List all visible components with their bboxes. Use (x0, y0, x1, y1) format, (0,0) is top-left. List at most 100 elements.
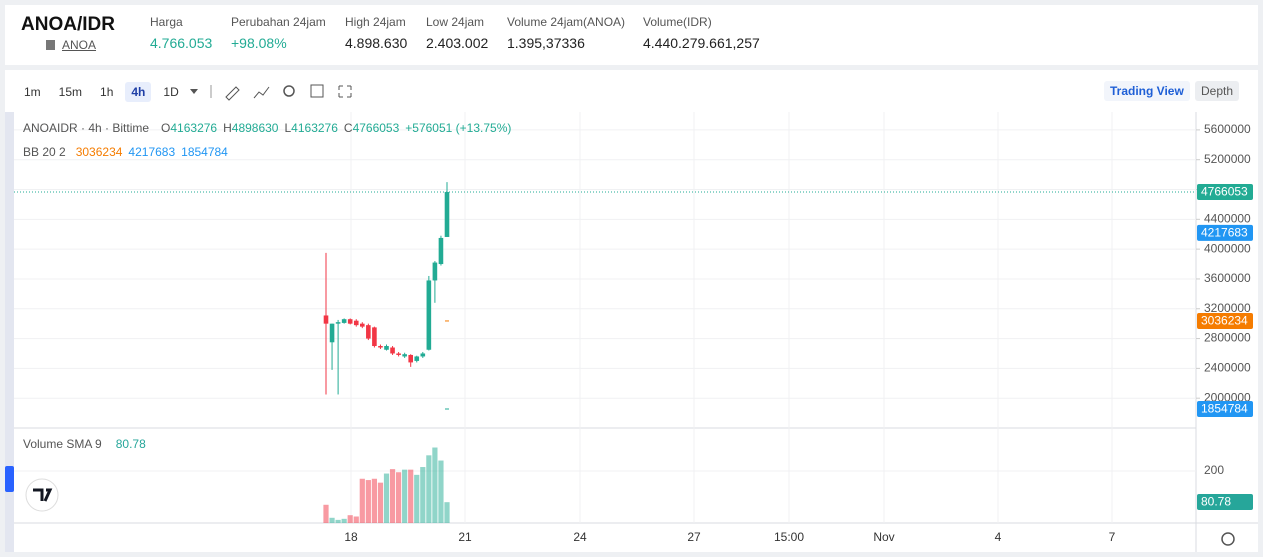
indicator-icon[interactable] (253, 86, 270, 99)
stat-value: +98.08% (231, 35, 287, 51)
legend-title: ANOAIDR · 4h · Bittime (23, 121, 149, 135)
candle-body (378, 346, 383, 348)
header-panel (5, 5, 1258, 65)
x-tick-label: 7 (1109, 530, 1116, 544)
y-tick-label: 5600000 (1204, 122, 1251, 136)
y-tick-label: 2400000 (1204, 361, 1251, 375)
bb-name: BB 20 2 (23, 145, 66, 159)
logo (33, 488, 53, 502)
volume-bar (371, 478, 377, 523)
price-badge-label: 1854784 (1201, 402, 1248, 416)
view-button[interactable]: Trading View (1104, 81, 1190, 101)
stat-value: 1.395,37336 (507, 35, 585, 51)
candle-body (360, 323, 365, 327)
price-badge-label: 4766053 (1201, 185, 1248, 199)
volume-bar (389, 469, 396, 523)
y-tick-label: 2800000 (1204, 331, 1251, 345)
volume-bar (432, 447, 438, 523)
legend: ANOAIDR · 4h · Bittime O4163276 H4898630 L4… (23, 121, 511, 135)
pair-title: ANOA/IDR (21, 14, 115, 35)
chart-panel (5, 70, 1258, 552)
y-tick-label: 5200000 (1204, 152, 1251, 166)
bb-legend: BB 20 2 3036234 4217683 1854784 (23, 145, 228, 159)
candle-body (353, 320, 359, 326)
y-tick-label: 4000000 (1204, 241, 1251, 255)
y-tick-label: 4400000 (1204, 211, 1251, 225)
candle-body (372, 327, 377, 347)
price-badge-label: 80.78 (1201, 495, 1231, 509)
volume-bar (377, 482, 384, 523)
price-badge (1197, 401, 1253, 418)
draw-icon[interactable] (225, 86, 240, 101)
candle-body (396, 353, 401, 355)
candle-body (390, 347, 395, 354)
interval-button[interactable]: 15m (58, 85, 83, 99)
volume-bar (329, 517, 335, 523)
y-tick-label: 200 (1204, 463, 1224, 477)
y-tick-label: 3600000 (1204, 271, 1251, 285)
price-badge-label: 3036234 (1201, 314, 1248, 328)
x-tick-label: 18 (344, 530, 358, 544)
volume-bar (414, 474, 420, 523)
view-button[interactable]: Depth (1195, 81, 1240, 101)
price-badge (1197, 312, 1253, 329)
candle-body (323, 315, 329, 324)
volume-bar (426, 455, 432, 523)
volume-sma: 80.78 (116, 437, 146, 451)
stat-value: 4.898.630 (345, 35, 408, 51)
volume-bar (383, 473, 390, 523)
candle-body (444, 192, 450, 237)
asset-link[interactable]: ANOA (62, 38, 97, 52)
asset-icon (46, 40, 55, 50)
price-badge (1197, 184, 1253, 201)
candle-body (402, 354, 407, 357)
interval-button[interactable]: 1D (163, 85, 179, 99)
volume-bar (408, 469, 414, 523)
candle-body (366, 325, 371, 339)
stat-label: Harga (150, 15, 183, 29)
ohlc-value: 4898630 (232, 121, 279, 135)
volume-bar (341, 518, 347, 523)
ohlc-letter: O (161, 121, 170, 135)
bb-basis: 3036234 (76, 145, 123, 159)
candle-body (408, 354, 413, 363)
x-tick-label: 21 (458, 530, 472, 544)
volume-bar (359, 478, 365, 523)
candle-body (438, 237, 444, 265)
volume-bar (365, 480, 371, 523)
interval-bar: 1m 15m 1h 4h 1D (18, 82, 185, 102)
stat-label: High 24jam (345, 15, 406, 29)
volume-bar (420, 467, 426, 523)
ohlc-letter: L (284, 121, 291, 135)
stat-value: 4.766.053 (150, 35, 213, 51)
interval-button[interactable]: 1h (100, 85, 114, 99)
ohlc-value: 4766053 (353, 121, 400, 135)
axis-settings-icon[interactable] (1221, 532, 1235, 546)
side-toggle[interactable] (5, 466, 14, 492)
stat-value: 2.403.002 (426, 35, 489, 51)
settings-icon[interactable] (283, 85, 295, 97)
volume-name: Volume SMA 9 (23, 437, 102, 451)
ohlc-letter: C (344, 121, 353, 135)
y-tick-label: 3200000 (1204, 301, 1251, 315)
bb-upper: 4217683 (128, 145, 175, 159)
volume-bar (402, 469, 408, 523)
volume-bar (347, 515, 353, 523)
interval-button[interactable]: 4h (125, 82, 152, 102)
x-tick-label: Nov (873, 530, 894, 544)
save-icon[interactable] (310, 84, 324, 98)
fullscreen-icon[interactable] (338, 85, 352, 98)
bb-lower: 1854784 (181, 145, 228, 159)
candle-body (384, 346, 389, 350)
candle-body (432, 262, 438, 281)
candle-body (347, 319, 353, 324)
price-badge (1197, 493, 1253, 510)
interval-button[interactable]: 1m (24, 85, 41, 99)
change: +576051 (+13.75%) (405, 121, 511, 135)
candle-body (414, 356, 420, 361)
candle-body (335, 322, 341, 324)
ohlc-value: 4163276 (170, 121, 217, 135)
dropdown-icon[interactable] (190, 89, 198, 94)
